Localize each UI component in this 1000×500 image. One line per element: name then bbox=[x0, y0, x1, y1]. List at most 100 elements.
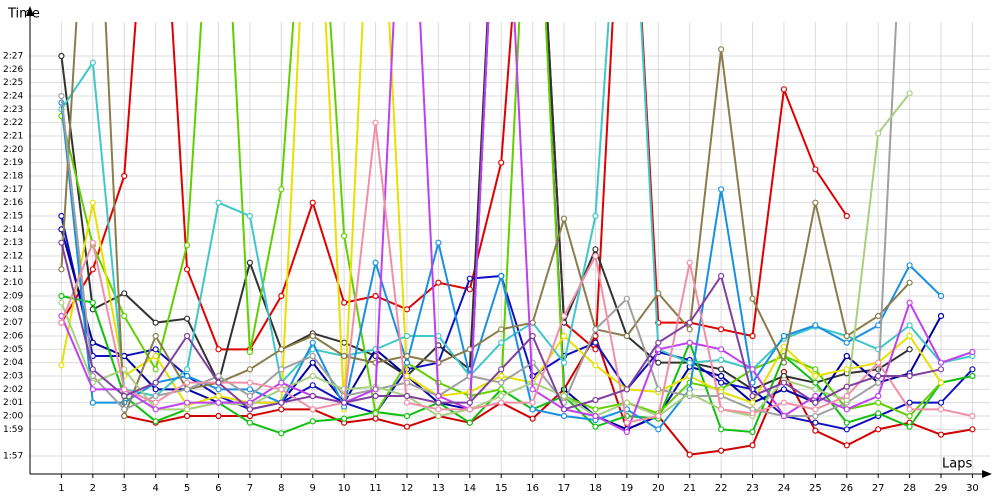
x-tick-label: 27 bbox=[872, 483, 885, 494]
point bbox=[372, 410, 379, 417]
point bbox=[592, 339, 599, 346]
point bbox=[686, 259, 693, 266]
point bbox=[466, 406, 473, 413]
point bbox=[686, 451, 693, 458]
point bbox=[560, 406, 568, 413]
point bbox=[529, 386, 536, 393]
point bbox=[718, 46, 725, 53]
point bbox=[403, 392, 411, 400]
point bbox=[89, 339, 96, 346]
point bbox=[372, 392, 379, 400]
point bbox=[278, 186, 285, 193]
point bbox=[718, 406, 725, 413]
point bbox=[529, 332, 536, 340]
point bbox=[58, 212, 65, 220]
point bbox=[875, 410, 882, 417]
point bbox=[403, 306, 411, 313]
point bbox=[592, 396, 599, 404]
point bbox=[623, 332, 630, 340]
x-tick-label: 10 bbox=[338, 483, 351, 494]
point bbox=[592, 423, 599, 430]
point bbox=[655, 346, 662, 353]
x-tick-label: 11 bbox=[369, 483, 382, 494]
point bbox=[560, 215, 568, 222]
point bbox=[403, 372, 411, 380]
point bbox=[875, 130, 882, 137]
point bbox=[498, 366, 505, 373]
point bbox=[341, 352, 348, 360]
point bbox=[560, 312, 568, 320]
point bbox=[121, 366, 128, 373]
point bbox=[246, 392, 254, 400]
point bbox=[278, 386, 285, 393]
point bbox=[906, 346, 913, 353]
point bbox=[718, 346, 725, 353]
y-tick-label: 2:13 bbox=[3, 238, 23, 248]
point bbox=[780, 379, 788, 386]
point bbox=[121, 412, 128, 420]
point bbox=[246, 379, 254, 386]
point bbox=[152, 332, 159, 340]
point bbox=[372, 119, 379, 126]
x-axis-title: Laps bbox=[942, 457, 972, 472]
point bbox=[121, 312, 128, 320]
point bbox=[183, 315, 191, 322]
point bbox=[309, 392, 316, 400]
y-tick-label: 2:10 bbox=[3, 278, 23, 288]
point bbox=[121, 392, 128, 400]
point bbox=[246, 259, 254, 266]
point bbox=[183, 242, 191, 249]
x-tick-label: 25 bbox=[809, 483, 822, 494]
point bbox=[58, 319, 65, 326]
point bbox=[749, 392, 756, 400]
x-tick-label: 8 bbox=[278, 483, 284, 494]
point bbox=[906, 90, 913, 97]
point bbox=[215, 379, 222, 386]
point bbox=[875, 359, 882, 366]
y-tick-label: 2:26 bbox=[3, 65, 23, 75]
point bbox=[812, 392, 819, 400]
point bbox=[843, 352, 850, 360]
point bbox=[843, 383, 850, 390]
point bbox=[749, 379, 756, 386]
point bbox=[152, 319, 159, 326]
point bbox=[592, 346, 599, 353]
point bbox=[466, 399, 473, 406]
point bbox=[466, 286, 473, 293]
y-tick-label: 2:14 bbox=[3, 225, 23, 235]
point bbox=[686, 390, 693, 397]
point bbox=[780, 359, 788, 366]
point bbox=[969, 426, 976, 433]
point bbox=[152, 352, 159, 360]
y-tick-label: 2:12 bbox=[3, 252, 23, 262]
point bbox=[623, 428, 630, 436]
point bbox=[937, 312, 945, 320]
point bbox=[812, 386, 819, 393]
point bbox=[372, 386, 379, 393]
point bbox=[183, 366, 191, 373]
point bbox=[435, 399, 442, 406]
point bbox=[89, 266, 96, 273]
point bbox=[780, 332, 788, 340]
point bbox=[183, 399, 191, 406]
point bbox=[560, 332, 568, 340]
point bbox=[403, 412, 411, 420]
point bbox=[183, 406, 191, 413]
point bbox=[718, 272, 725, 280]
point bbox=[875, 392, 882, 400]
point bbox=[969, 372, 976, 380]
x-tick-label: 26 bbox=[840, 483, 853, 494]
point bbox=[529, 415, 536, 422]
point bbox=[215, 386, 222, 393]
point bbox=[749, 399, 756, 406]
point bbox=[498, 159, 505, 166]
point bbox=[937, 406, 945, 413]
point bbox=[718, 379, 725, 386]
point bbox=[58, 52, 65, 60]
y-tick-label: 2:08 bbox=[3, 305, 23, 315]
point bbox=[623, 386, 630, 393]
point bbox=[372, 292, 379, 300]
point bbox=[403, 352, 411, 360]
point bbox=[183, 412, 191, 420]
point bbox=[592, 326, 599, 333]
